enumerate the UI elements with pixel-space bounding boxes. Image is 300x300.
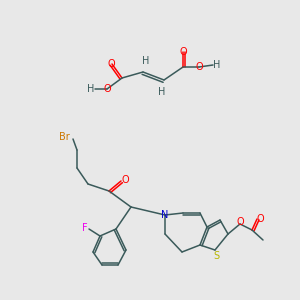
Text: H: H (87, 84, 95, 94)
Text: O: O (121, 175, 129, 185)
Text: O: O (179, 47, 187, 57)
Text: Br: Br (58, 132, 69, 142)
Text: H: H (142, 56, 150, 66)
Text: O: O (236, 217, 244, 227)
Text: O: O (103, 84, 111, 94)
Text: H: H (158, 87, 166, 97)
Text: O: O (107, 59, 115, 69)
Text: F: F (82, 223, 88, 233)
Text: H: H (213, 60, 221, 70)
Text: S: S (213, 251, 219, 261)
Text: N: N (161, 210, 169, 220)
Text: O: O (195, 62, 203, 72)
Text: O: O (256, 214, 264, 224)
